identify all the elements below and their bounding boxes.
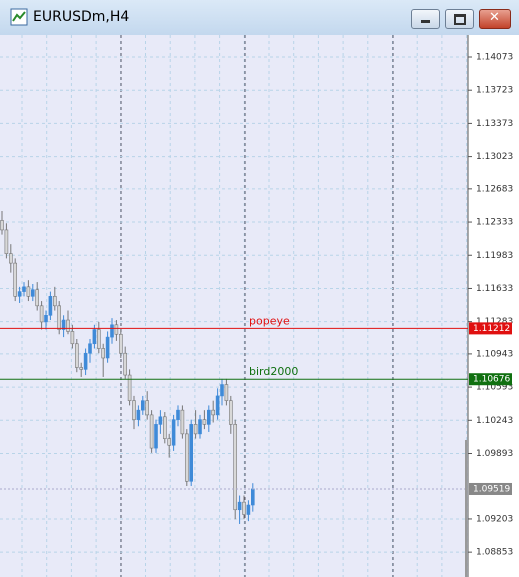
candle-body (132, 400, 136, 420)
candle-body (105, 336, 110, 359)
candle-body (17, 291, 22, 297)
y-tick-label: 1.12683 (476, 184, 513, 194)
y-tick-label: 1.13023 (476, 152, 513, 162)
y-tick-label: 1.14073 (476, 53, 513, 63)
y-tick-label: 1.09893 (476, 449, 513, 459)
candle-body (30, 289, 35, 297)
candle-body (48, 296, 53, 316)
line-name: bird2000 (249, 365, 298, 378)
candle-body (198, 419, 202, 435)
minimize-button[interactable] (411, 9, 440, 29)
candle-body (149, 414, 154, 449)
line-price-label: 1.11212 (473, 324, 510, 334)
y-tick-label: 1.09203 (476, 514, 513, 524)
candle-body (13, 262, 17, 297)
candle-body (242, 501, 246, 515)
candle-body (180, 409, 185, 435)
candle-body (202, 419, 207, 425)
candle-body (193, 424, 198, 435)
candle-body (119, 333, 123, 354)
candle-body (114, 324, 119, 335)
candle-body (92, 329, 97, 345)
candle-body (83, 352, 88, 370)
candle-body (237, 501, 242, 511)
candle-body (215, 395, 220, 416)
candle-body (233, 424, 237, 511)
candle-body (101, 348, 105, 359)
candle-body (246, 504, 251, 515)
candle-body (123, 352, 127, 376)
line-name: popeye (249, 314, 290, 327)
current-price-label: 1.09519 (473, 484, 510, 494)
line-price-label: 1.10676 (473, 375, 510, 385)
candle-body (185, 433, 189, 482)
candle-body (158, 416, 163, 425)
price-axis (468, 35, 519, 577)
candle-body (189, 424, 193, 482)
y-tick-label: 1.13373 (476, 119, 513, 129)
candle-body (79, 367, 83, 370)
y-tick-label: 1.13723 (476, 86, 513, 96)
y-tick-label: 1.11983 (476, 251, 513, 261)
candle-body (211, 409, 215, 416)
candle-body (22, 286, 26, 292)
candle-body (176, 409, 180, 420)
candle-body (4, 229, 9, 254)
candle-body (61, 319, 66, 330)
candle-body (229, 400, 233, 425)
candle-body (44, 314, 48, 323)
y-tick-label: 1.12333 (476, 218, 513, 228)
y-tick-label: 1.10943 (476, 349, 513, 359)
window-title: EURUSDm,H4 (33, 9, 130, 25)
title-bar: EURUSDm,H4 ✕ (0, 0, 519, 35)
app-icon (10, 8, 28, 26)
close-button[interactable]: ✕ (479, 9, 511, 29)
candle-body (97, 329, 101, 349)
line-price-box (469, 373, 512, 386)
candle-body (136, 409, 141, 420)
candle-body (88, 343, 92, 354)
candle-body (52, 296, 57, 307)
y-tick-label: 1.11633 (476, 284, 513, 294)
candle-body (70, 331, 75, 345)
chart: 1.14073 1.13723 1.13373 1.13023 1.12683 1.123… (0, 35, 519, 577)
candle-body (75, 343, 79, 368)
current-price-box (469, 482, 512, 495)
line-price-box (469, 322, 512, 335)
y-tick-label: 1.11283 (476, 317, 513, 327)
maximize-button[interactable] (445, 9, 474, 29)
candle-body (141, 400, 145, 411)
candle-body (251, 488, 255, 506)
candle-body (127, 374, 132, 401)
candle-body (154, 424, 158, 449)
y-tick-label: 1.10593 (476, 383, 513, 393)
candle-body (66, 319, 70, 332)
candle-body (167, 438, 171, 446)
candle-body (224, 384, 229, 401)
candle-body (145, 400, 149, 416)
candle-body (207, 409, 211, 425)
candle-body (39, 305, 44, 323)
candle-body (171, 419, 176, 446)
candle-body (35, 289, 40, 307)
candle-body (57, 305, 62, 330)
y-tick-label: 1.08853 (476, 548, 513, 558)
candle-body (110, 324, 114, 338)
candle-body (220, 384, 224, 397)
candle-body (26, 286, 31, 297)
y-tick-label: 1.10243 (476, 416, 513, 426)
candle-body (0, 220, 4, 231)
candle-body (163, 416, 167, 439)
candle-body (9, 253, 13, 264)
